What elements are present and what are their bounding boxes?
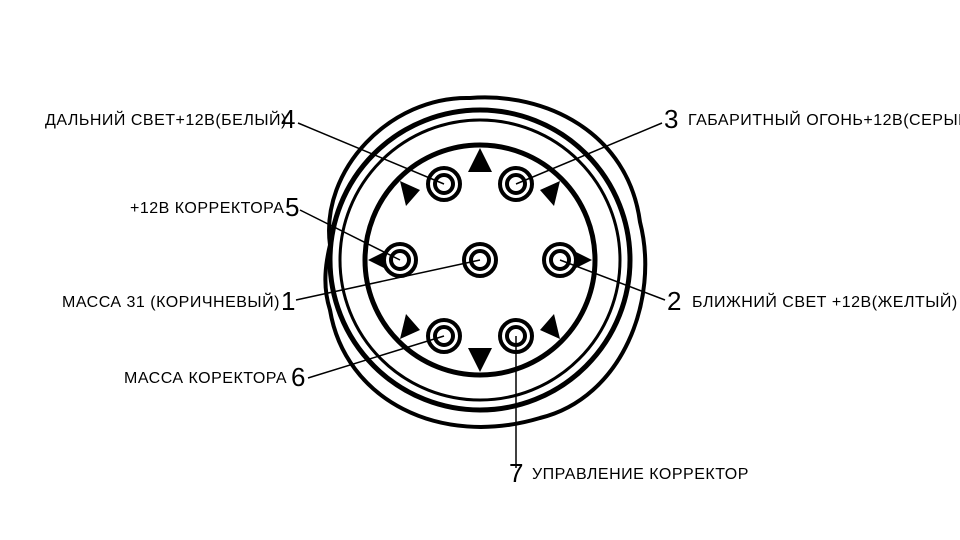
- pin-label-2: БЛИЖНИЙ СВЕТ +12В(ЖЕЛТЫЙ): [692, 294, 958, 312]
- pin-label-7: УПРАВЛЕНИЕ КОРРЕКТОР: [532, 466, 749, 484]
- pin-number-1: 1: [281, 286, 295, 317]
- pin-number-7: 7: [509, 458, 523, 489]
- connector-svg: [0, 0, 960, 540]
- pin-label-4: ДАЛЬНИЙ СВЕТ+12В(БЕЛЫЙ): [45, 112, 287, 130]
- pin-label-5: +12В КОРРЕКТОРА: [130, 200, 284, 218]
- pin-label-6: МАССА КОРЕКТОРА: [124, 370, 287, 388]
- pin-number-5: 5: [285, 192, 299, 223]
- pin-label-1: МАССА 31 (КОРИЧНЕВЫЙ): [62, 294, 280, 312]
- pin-number-2: 2: [667, 286, 681, 317]
- pin-label-3: ГАБАРИТНЫЙ ОГОНЬ+12В(СЕРЫЙ): [688, 112, 960, 130]
- pin-number-6: 6: [291, 362, 305, 393]
- pinout-diagram: 4 3 5 1 2 6 7 ДАЛЬНИЙ СВЕТ+12В(БЕЛЫЙ) ГА…: [0, 0, 960, 540]
- pin-number-3: 3: [664, 104, 678, 135]
